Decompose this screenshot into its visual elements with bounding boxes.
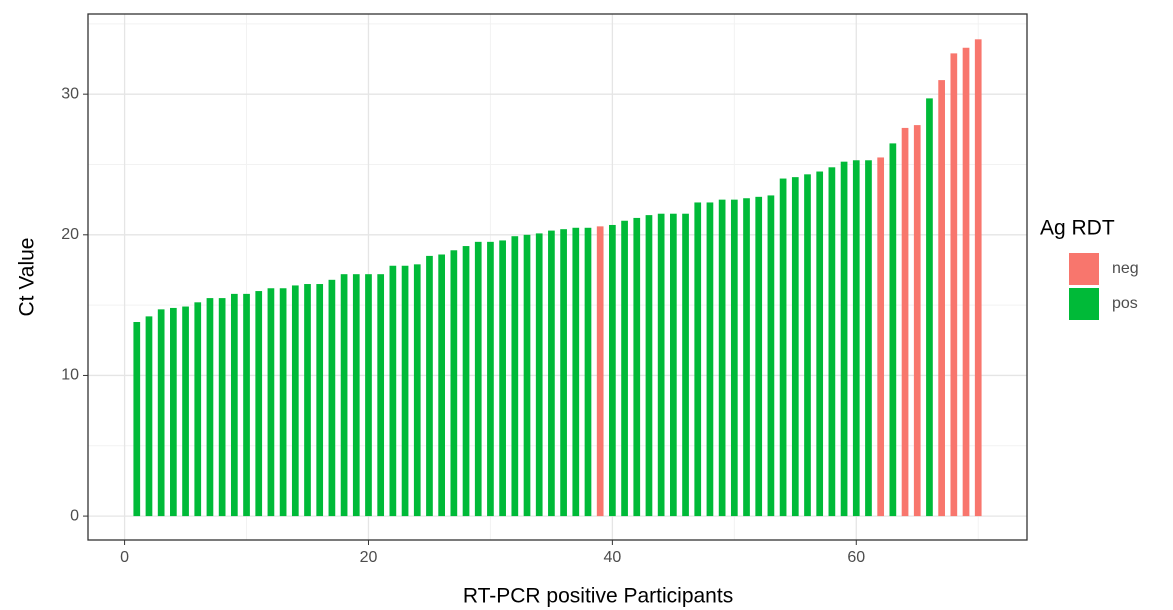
bar xyxy=(218,298,226,517)
y-tick-label: 0 xyxy=(70,507,79,524)
bar xyxy=(633,217,641,517)
x-tick-label: 20 xyxy=(360,549,378,566)
legend-title: Ag RDT xyxy=(1040,217,1115,240)
bar xyxy=(352,274,360,517)
panel-border xyxy=(87,13,1028,541)
bar xyxy=(401,265,409,517)
y-tick-label: 10 xyxy=(61,367,79,384)
bar xyxy=(669,213,677,517)
bar xyxy=(694,202,702,517)
bar xyxy=(133,322,141,517)
bar xyxy=(243,293,250,517)
bar xyxy=(743,198,750,517)
bar xyxy=(730,199,738,517)
bar xyxy=(950,53,958,517)
bar xyxy=(182,306,189,517)
bar xyxy=(291,285,299,517)
bar xyxy=(938,80,945,517)
bar xyxy=(852,160,860,517)
bar xyxy=(389,265,397,517)
legend-label: pos xyxy=(1112,295,1138,312)
bar xyxy=(913,125,921,517)
x-tick-label: 0 xyxy=(120,549,129,566)
bar xyxy=(426,255,433,517)
bar xyxy=(377,274,385,517)
bar xyxy=(340,274,348,517)
bar xyxy=(804,174,811,517)
x-tick-label: 40 xyxy=(603,549,621,566)
bar xyxy=(255,291,263,517)
bar xyxy=(840,161,848,517)
x-tick-label: 60 xyxy=(847,549,865,566)
bar xyxy=(609,224,616,517)
bar xyxy=(926,98,933,517)
x-axis-title: RT-PCR positive Participants xyxy=(463,585,733,608)
y-tick-label: 20 xyxy=(61,226,79,243)
bar xyxy=(718,199,726,517)
bar xyxy=(450,250,458,517)
bar xyxy=(267,288,275,517)
bar xyxy=(767,195,775,517)
bar xyxy=(645,215,653,517)
bar xyxy=(523,234,531,517)
bar xyxy=(511,236,519,517)
bar xyxy=(230,293,238,517)
bar xyxy=(487,241,494,517)
bar xyxy=(316,284,324,517)
bar xyxy=(621,220,628,517)
bar xyxy=(877,157,885,517)
bar xyxy=(755,196,763,517)
bar xyxy=(499,240,506,517)
bar xyxy=(328,279,336,517)
bar xyxy=(657,213,665,517)
bar xyxy=(816,171,824,517)
legend-key xyxy=(1069,253,1099,285)
bar xyxy=(304,284,311,517)
bar xyxy=(157,309,165,517)
bar xyxy=(865,160,872,517)
bar xyxy=(974,39,982,517)
bar xyxy=(889,143,897,517)
legend-key xyxy=(1069,288,1099,320)
bar xyxy=(145,316,153,517)
bar xyxy=(596,226,604,517)
bar xyxy=(791,177,799,517)
bar xyxy=(535,233,543,517)
bar xyxy=(462,246,470,517)
bar xyxy=(962,47,970,517)
y-tick-label: 30 xyxy=(61,85,79,102)
bar xyxy=(779,178,787,517)
bar xyxy=(548,230,555,517)
bar xyxy=(438,254,446,517)
bar xyxy=(560,229,567,517)
bar xyxy=(584,227,592,517)
bar xyxy=(682,213,689,517)
bar xyxy=(413,264,421,517)
bar xyxy=(206,298,214,517)
bar xyxy=(901,127,909,517)
bar xyxy=(828,167,836,517)
legend-label: neg xyxy=(1112,260,1139,277)
bar xyxy=(279,288,287,517)
bar xyxy=(194,302,202,517)
bar xyxy=(170,307,177,517)
y-axis-title: Ct Value xyxy=(16,238,39,317)
bar xyxy=(365,274,372,517)
bar xyxy=(706,202,714,517)
bar xyxy=(474,241,482,517)
bar xyxy=(572,227,580,517)
